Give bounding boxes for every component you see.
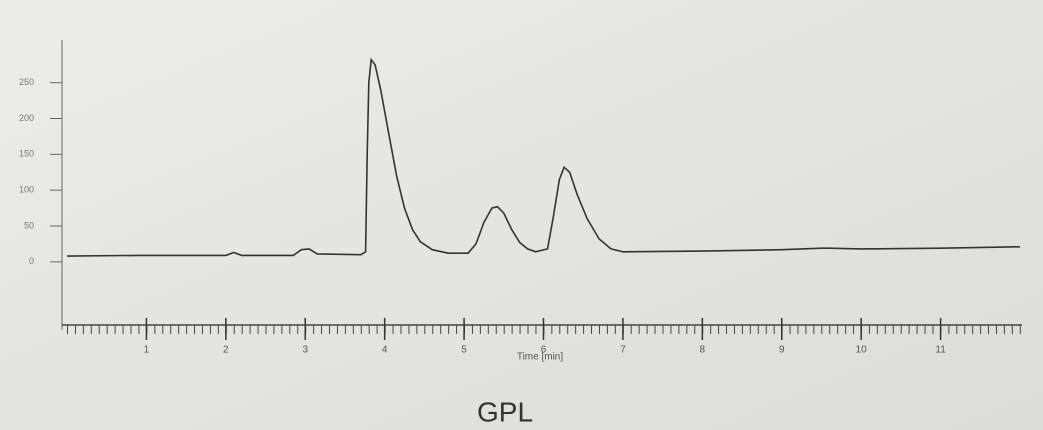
x-tick-label: 10 <box>856 345 868 356</box>
x-tick-label: 5 <box>461 345 467 356</box>
x-tick-label: 11 <box>935 345 946 356</box>
y-tick-label: 100 <box>19 185 34 195</box>
x-tick-label: 1 <box>144 345 150 356</box>
x-minor-ticks <box>67 325 1022 334</box>
x-tick-label: 4 <box>382 345 388 356</box>
chart: Time [min] GPL 0501001502002501234567891… <box>0 0 1043 430</box>
y-tick-label: 250 <box>19 77 34 87</box>
background <box>0 0 1043 430</box>
x-tick-label: 2 <box>223 345 229 356</box>
chart-title: GPL <box>477 396 533 427</box>
y-tick-label: 200 <box>19 113 34 123</box>
x-tick-label: 9 <box>779 345 785 356</box>
x-tick-label: 3 <box>302 345 308 356</box>
y-tick-label: 50 <box>24 220 34 230</box>
x-tick-label: 6 <box>541 345 547 356</box>
y-tick-label: 150 <box>19 149 34 159</box>
x-tick-label: 7 <box>620 345 626 356</box>
y-tick-label: 0 <box>29 256 34 266</box>
x-tick-label: 8 <box>700 345 706 356</box>
